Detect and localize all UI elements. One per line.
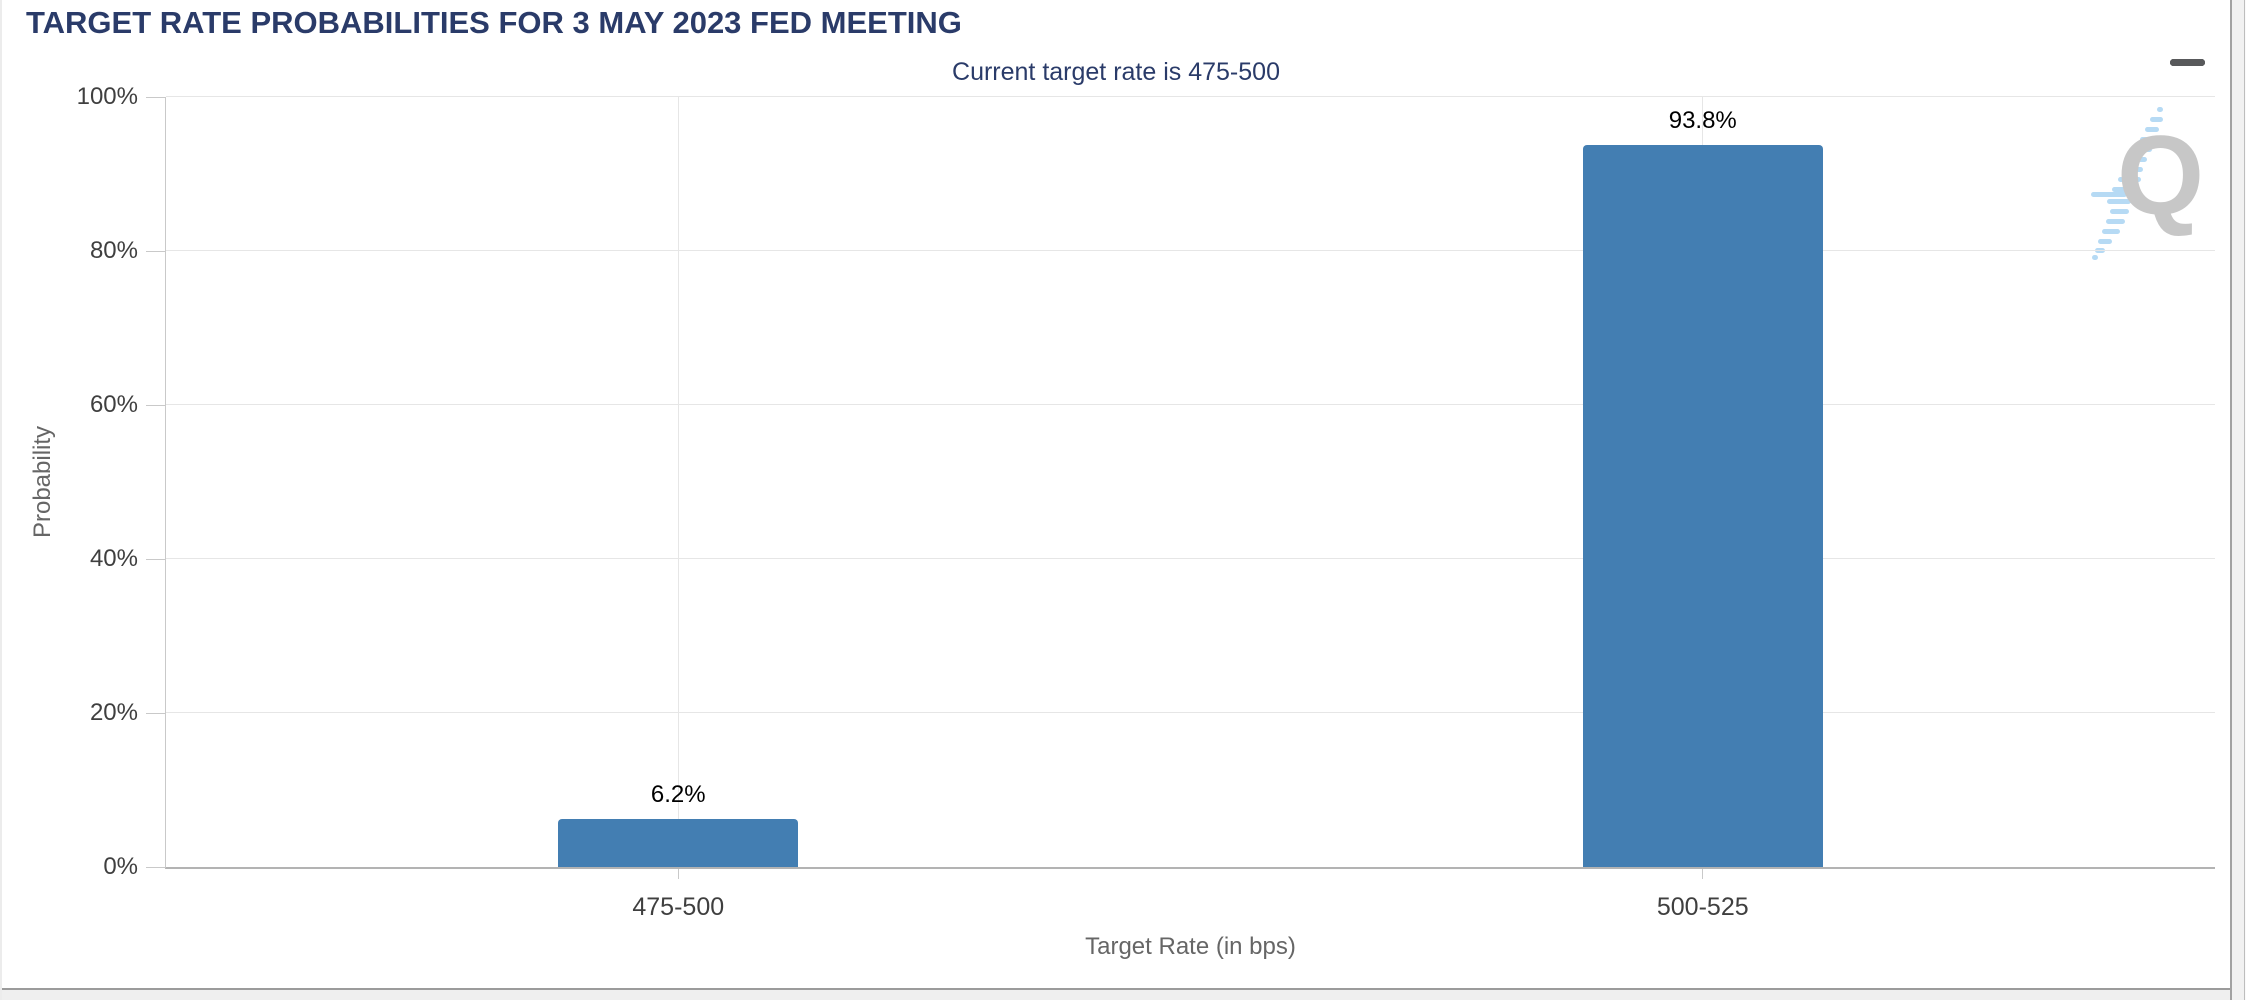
x-gridline	[677, 97, 679, 867]
y-tick-mark	[146, 712, 165, 714]
y-gridline	[166, 404, 2215, 405]
chart-title: TARGET RATE PROBABILITIES FOR 3 MAY 2023…	[26, 5, 962, 40]
hamburger-icon	[2170, 59, 2205, 66]
y-tick-mark	[146, 558, 165, 560]
chart-plot-area: Target Rate (in bps) 6.2% 475-500 93.8% 500…	[146, 96, 2215, 960]
y-tick-label: 80%	[89, 237, 138, 264]
x-category-label: 500-525	[1656, 893, 1749, 921]
y-axis-title: Probability	[29, 425, 56, 539]
x-axis-title: Target Rate (in bps)	[1085, 933, 1296, 960]
y-tick-label: 0%	[103, 853, 138, 880]
probability-bar[interactable]	[1582, 144, 1823, 867]
probability-bar[interactable]	[558, 819, 799, 867]
y-tick-label: 100%	[76, 83, 138, 110]
y-tick-label: 20%	[89, 699, 138, 726]
y-gridline	[166, 558, 2215, 559]
bottom-divider	[2, 988, 2246, 1000]
y-tick-mark	[146, 96, 165, 98]
scrollbar-track[interactable]	[2230, 0, 2245, 1000]
x-tick-mark	[677, 869, 679, 879]
vertical-scrollbar[interactable]	[2230, 0, 2246, 1000]
y-tick-label: 60%	[89, 391, 138, 418]
bar-value-label: 6.2%	[650, 781, 706, 809]
x-tick-mark	[1702, 869, 1704, 879]
y-gridline	[166, 712, 2215, 713]
y-gridline	[166, 250, 2215, 251]
bar-value-label: 93.8%	[1668, 106, 1737, 134]
y-tick-mark	[146, 866, 165, 868]
y-tick-label: 40%	[89, 545, 138, 572]
chart-subtitle: Current target rate is 475-500	[952, 58, 1280, 86]
y-gridline	[166, 96, 2215, 97]
y-tick-mark	[146, 404, 165, 406]
x-category-label: 475-500	[632, 893, 725, 921]
export-menu-button[interactable]	[2166, 26, 2210, 66]
y-tick-mark	[146, 250, 165, 252]
y-axis-labels: 0% 20% 40% 60% 80% 100%	[2, 85, 138, 879]
